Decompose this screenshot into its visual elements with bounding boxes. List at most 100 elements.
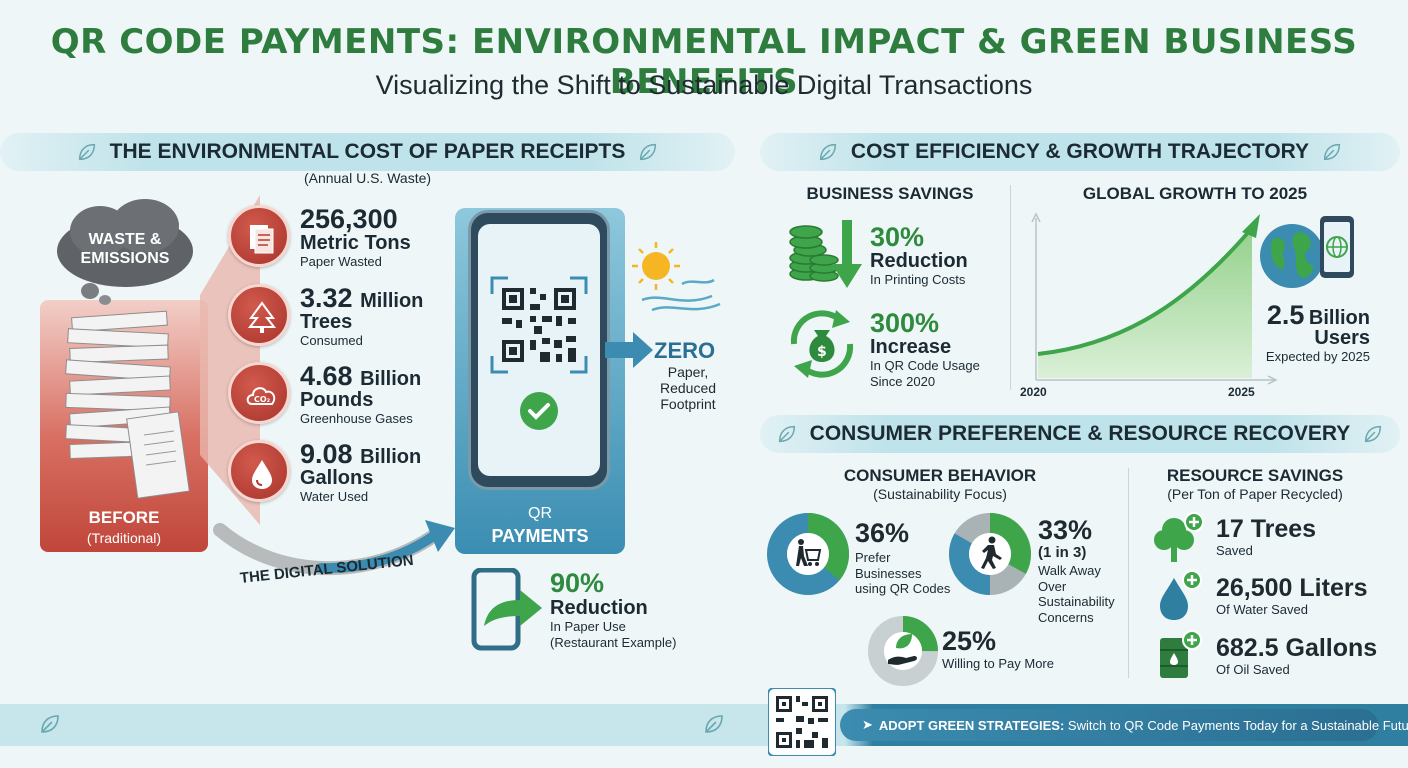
consumer-line: Walk Away	[1038, 563, 1101, 578]
growth-chart: 2020 2025	[1020, 212, 1278, 398]
receipt-stack-icon	[65, 310, 190, 499]
divider	[1010, 185, 1011, 390]
footer-qr-code-icon[interactable]	[768, 688, 836, 756]
savings-text: Reduction In Printing Costs	[870, 251, 968, 288]
consumer-value: 25%	[942, 626, 997, 656]
svg-text:CO₂: CO₂	[254, 395, 271, 404]
qr-code-icon	[490, 276, 588, 374]
stat-unit: Billion	[360, 446, 422, 468]
coins-down-icon	[789, 220, 862, 288]
sun-wind-icon	[632, 242, 721, 312]
cloud-label: WASTE & EMISSIONS	[80, 231, 170, 268]
donut-chart-36	[767, 513, 849, 595]
stat-line2: Gallons	[300, 467, 374, 489]
consumer-line: Over	[1038, 578, 1067, 594]
usage-text: Increase In QR Code Usage Since 2020	[870, 337, 980, 389]
usage-sub: In QR Code Usage	[870, 358, 980, 373]
phone-arrow-icon	[471, 568, 542, 651]
donut-chart-33	[949, 513, 1031, 595]
growth-title: Users	[1314, 327, 1370, 349]
usage-value: 300%	[870, 308, 940, 338]
growth-number: 2.5	[1266, 300, 1305, 330]
consumer-value: 33%	[1038, 515, 1093, 545]
consumer-text: Walk Away Over Sustainability Concerns	[1038, 563, 1115, 625]
cta-banner[interactable]: ➤ ADOPT GREEN STRATEGIES: Switch to QR C…	[840, 709, 1408, 741]
resource-label: Of Water Saved	[1216, 602, 1308, 617]
stat-ghg: 4.68 Billion Pounds Greenhouse Gases	[300, 363, 421, 427]
leaf-icon	[819, 143, 836, 161]
reduction-title: Reduction	[550, 597, 648, 619]
shopper-cart-icon	[796, 539, 822, 566]
checkmark-icon	[520, 392, 558, 430]
leaf-icon	[640, 143, 657, 161]
paper-subtitle: (Annual U.S. Waste)	[303, 170, 432, 186]
money-bag-cycle-icon: $	[790, 310, 854, 378]
stat-line2: Metric Tons	[300, 232, 411, 254]
zero-sub-line: Footprint	[660, 396, 716, 413]
consumer-line: Sustainability	[1038, 594, 1115, 610]
stat-label: Consumed	[300, 333, 363, 348]
smoke-cloud-icon	[57, 199, 193, 305]
resource-subtitle: (Per Ton of Paper Recycled)	[1167, 486, 1343, 502]
leaf-icon	[41, 715, 59, 733]
cost-banner-title: COST EFFICIENCY & GROWTH TRAJECTORY	[850, 140, 1310, 163]
before-subtitle: (Traditional)	[86, 530, 162, 546]
cta-bold: ADOPT GREEN STRATEGIES:	[878, 717, 1065, 733]
leaf-icon	[1323, 143, 1341, 161]
consumer-ratio: (1 in 3)	[1038, 544, 1087, 561]
donut-chart-25	[868, 616, 938, 686]
stat-unit: Million	[360, 290, 424, 312]
resource-label: Saved	[1216, 543, 1253, 558]
tree-plus-icon	[1154, 512, 1204, 562]
page-title: QR CODE PAYMENTS: ENVIRONMENTAL IMPACT &…	[50, 22, 1358, 102]
before-title: BEFORE	[88, 508, 160, 527]
consumer-banner-title: CONSUMER PREFERENCE & RESOURCE RECOVERY	[809, 422, 1351, 445]
stat-label: Greenhouse Gases	[300, 411, 413, 426]
phone-label-1: QR	[528, 505, 552, 522]
oil-barrel-plus-icon	[1160, 630, 1202, 678]
usage-title: Increase	[870, 336, 952, 358]
hand-leaf-icon	[888, 634, 917, 665]
reduction-sub: In Paper Use	[550, 619, 626, 634]
stat-value: 4.68	[300, 361, 353, 391]
stat-paper: 256,300 Metric Tons Paper Wasted	[300, 206, 411, 270]
reduction-text: Reduction In Paper Use (Restaurant Examp…	[550, 598, 676, 650]
resource-heading: RESOURCE SAVINGS	[1166, 466, 1344, 485]
paper-banner-title: THE ENVIRONMENTAL COST OF PAPER RECEIPTS	[109, 140, 626, 163]
stat-label: Paper Wasted	[300, 254, 382, 269]
consumer-text: Prefer Businesses using QR Codes	[855, 550, 950, 597]
growth-line	[1037, 226, 1254, 356]
savings-heading: BUSINESS SAVINGS	[806, 184, 974, 203]
zero-title: ZERO	[654, 338, 716, 363]
savings-value: 30%	[870, 222, 925, 252]
consumer-line: Prefer	[855, 550, 891, 565]
stat-label: Water Used	[300, 489, 369, 504]
growth-heading: GLOBAL GROWTH TO 2025	[1082, 184, 1308, 203]
svg-text:$: $	[817, 344, 827, 360]
co2-cloud-icon: CO₂	[228, 362, 290, 424]
page-subtitle: Visualizing the Shift to Sustainable Dig…	[375, 70, 1033, 100]
stat-unit: Billion	[360, 368, 422, 390]
consumer-line: Businesses	[855, 565, 922, 581]
stat-water: 9.08 Billion Gallons Water Used	[300, 441, 421, 505]
document-icon	[228, 205, 290, 267]
growth-sub-wrap: Expected by 2025	[1240, 349, 1370, 365]
stat-value: 256,300	[300, 204, 398, 234]
consumer-line: Willing to Pay More	[942, 656, 1054, 671]
water-plus-icon	[1160, 570, 1202, 620]
leaf-icon	[778, 425, 795, 443]
stat-value: 9.08	[300, 439, 353, 469]
x-tick-label: 2020	[1020, 385, 1047, 398]
savings-sub: In Printing Costs	[870, 272, 966, 287]
cta-arrow-icon: ➤	[862, 717, 873, 732]
digital-solution-arrow	[213, 520, 455, 576]
growth-area	[1038, 228, 1252, 378]
leaf-icon	[1365, 425, 1382, 443]
section-banner-cost: COST EFFICIENCY & GROWTH TRAJECTORY	[760, 133, 1400, 171]
growth-sub: Expected by 2025	[1265, 349, 1370, 364]
growth-unit: Billion	[1308, 307, 1370, 329]
growth-arrowhead	[1242, 214, 1260, 238]
leaf-icon	[705, 715, 723, 733]
consumer-line: Concerns	[1038, 609, 1094, 625]
savings-title: Reduction	[870, 250, 968, 272]
